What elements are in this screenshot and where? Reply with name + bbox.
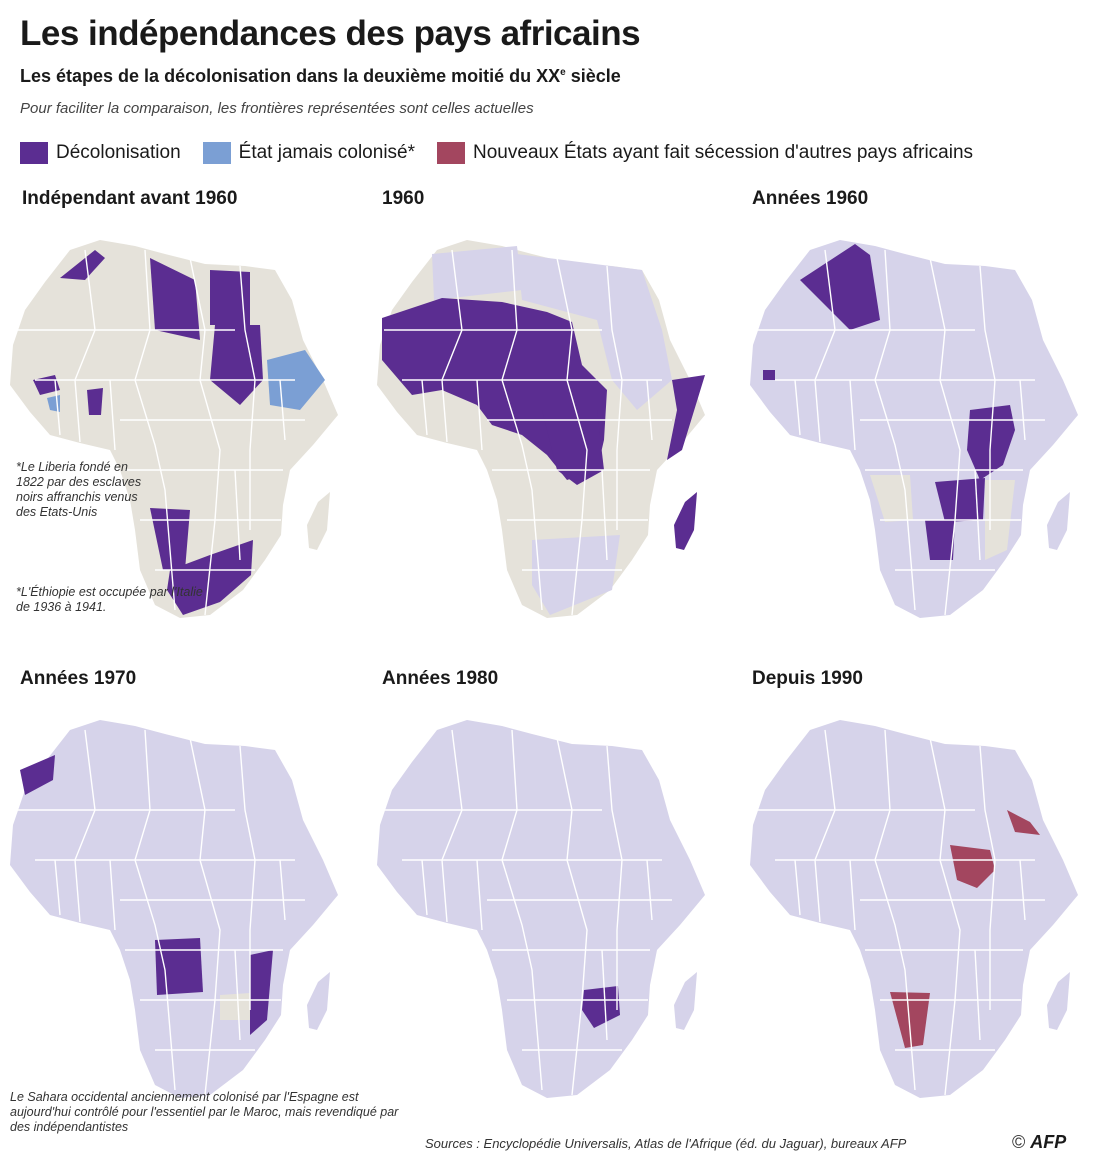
note-western-sahara: Le Sahara occidental anciennement coloni… xyxy=(10,1090,399,1134)
map-before-1960 xyxy=(5,230,345,640)
region-botswana-lesotho xyxy=(925,520,955,560)
legend-item-never-colonised: État jamais colonisé* xyxy=(202,142,416,164)
country-sudan xyxy=(210,325,263,405)
comparison-note: Pour faciliter la comparaison, les front… xyxy=(20,100,534,117)
panel-title-1960: 1960 xyxy=(382,188,425,209)
country-somalia xyxy=(667,375,705,460)
legend-label: État jamais colonisé* xyxy=(238,142,416,163)
country-namibia xyxy=(890,992,930,1048)
region-zambia-malawi xyxy=(935,478,985,522)
map-1970s xyxy=(5,710,345,1120)
note-liberia: *Le Liberia fondé en 1822 par des esclav… xyxy=(16,460,142,519)
country-angola xyxy=(155,938,203,995)
legend: Décolonisation État jamais colonisé* Nou… xyxy=(20,142,973,164)
panel-title-since-1990: Depuis 1990 xyxy=(752,668,863,689)
legend-item-decolonisation: Décolonisation xyxy=(20,142,181,164)
colonial-remaining xyxy=(870,475,913,522)
page-title: Les indépendances des pays africains xyxy=(20,14,641,53)
country-mozambique xyxy=(250,950,273,1035)
country-algeria xyxy=(800,244,880,330)
sources: Sources : Encyclopédie Universalis, Atla… xyxy=(425,1136,907,1151)
country-eritrea xyxy=(1007,810,1040,835)
legend-swatch-secession xyxy=(437,142,466,164)
north-east-independent xyxy=(517,254,672,410)
copyright: © AFP xyxy=(1012,1132,1067,1152)
panel-title-1970s: Années 1970 xyxy=(20,668,137,689)
colonial-zimbabwe xyxy=(220,993,250,1020)
madagascar xyxy=(307,492,330,550)
country-tunisia-libya xyxy=(150,258,200,340)
country-zimbabwe xyxy=(582,986,620,1028)
legend-item-secession: Nouveaux États ayant fait sécession d'au… xyxy=(437,142,973,164)
country-morocco xyxy=(60,250,105,280)
legend-label: Décolonisation xyxy=(56,142,181,163)
madagascar xyxy=(1047,492,1070,550)
madagascar xyxy=(307,972,330,1030)
afp-logo: AFP xyxy=(1030,1132,1067,1152)
legend-swatch-never-colonised xyxy=(202,142,231,164)
country-egypt xyxy=(210,270,250,325)
panel-title-1980s: Années 1980 xyxy=(382,668,499,689)
madagascar xyxy=(674,492,697,550)
region-congo-1960 xyxy=(542,410,604,485)
north-africa-independent xyxy=(432,246,522,300)
country-south-africa xyxy=(167,540,253,615)
page-subtitle: Les étapes de la décolonisation dans la … xyxy=(20,66,621,86)
map-1960 xyxy=(372,230,712,640)
map-1960s xyxy=(745,230,1085,640)
map-1980s xyxy=(372,710,712,1120)
country-ghana xyxy=(87,388,103,415)
madagascar xyxy=(1047,972,1070,1030)
legend-label: Nouveaux États ayant fait sécession d'au… xyxy=(473,142,974,163)
country-south-sudan xyxy=(950,845,995,888)
panel-title-1960s: Années 1960 xyxy=(752,188,869,209)
country-gambia xyxy=(763,370,775,380)
note-ethiopia: *L'Éthiopie est occupée par l'Italie de … xyxy=(16,585,203,614)
panel-title-before-1960: Indépendant avant 1960 xyxy=(22,188,238,209)
country-namibia-region xyxy=(150,508,190,570)
map-since-1990 xyxy=(745,710,1085,1120)
legend-swatch-decolonisation xyxy=(20,142,48,164)
madagascar xyxy=(674,972,697,1030)
country-western-sahara xyxy=(20,755,55,795)
